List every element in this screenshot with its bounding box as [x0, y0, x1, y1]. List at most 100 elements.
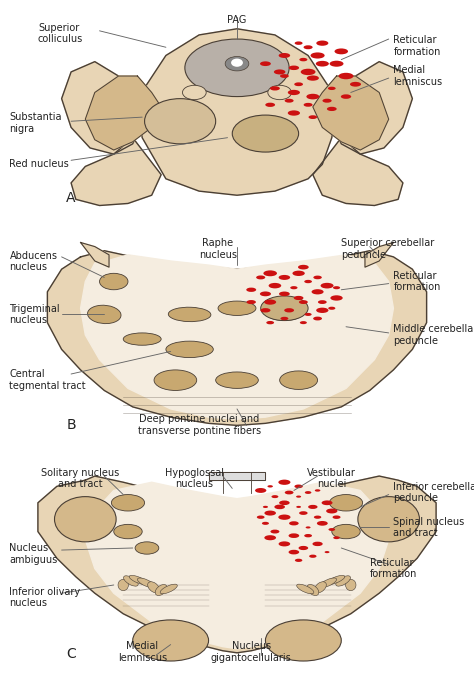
Circle shape	[305, 313, 311, 316]
Ellipse shape	[280, 371, 318, 389]
Polygon shape	[81, 242, 109, 267]
Text: Trigeminal
nucleus: Trigeminal nucleus	[9, 303, 60, 325]
Text: Red nucleus: Red nucleus	[9, 160, 69, 169]
Circle shape	[289, 521, 299, 525]
Text: Superior
colliculus: Superior colliculus	[38, 23, 83, 45]
Circle shape	[341, 95, 351, 99]
Ellipse shape	[332, 525, 360, 538]
Ellipse shape	[261, 296, 308, 321]
Circle shape	[318, 300, 327, 304]
Circle shape	[279, 541, 290, 547]
Circle shape	[289, 66, 299, 70]
Ellipse shape	[265, 620, 341, 661]
Ellipse shape	[232, 115, 299, 152]
Circle shape	[246, 288, 256, 292]
Circle shape	[320, 283, 334, 288]
Circle shape	[311, 289, 324, 295]
Polygon shape	[365, 242, 393, 267]
Ellipse shape	[145, 99, 216, 144]
Ellipse shape	[182, 86, 206, 100]
Circle shape	[299, 511, 308, 515]
Circle shape	[316, 308, 328, 313]
Ellipse shape	[297, 584, 314, 594]
Ellipse shape	[166, 341, 213, 358]
Circle shape	[308, 505, 318, 509]
Circle shape	[295, 41, 302, 45]
Text: Raphe
nucleus: Raphe nucleus	[199, 238, 237, 260]
Circle shape	[338, 73, 354, 79]
Circle shape	[333, 515, 340, 519]
Circle shape	[274, 69, 285, 75]
Text: Solitary nucleus
and tract: Solitary nucleus and tract	[41, 468, 120, 490]
Circle shape	[327, 107, 337, 111]
Circle shape	[299, 546, 308, 550]
Ellipse shape	[133, 620, 209, 661]
Ellipse shape	[358, 497, 419, 542]
Circle shape	[288, 110, 300, 116]
Circle shape	[267, 485, 273, 488]
Circle shape	[306, 94, 319, 99]
Ellipse shape	[135, 542, 159, 554]
Circle shape	[266, 321, 274, 324]
Circle shape	[316, 40, 328, 46]
Ellipse shape	[129, 575, 147, 584]
Text: Inferior olivary
nucleus: Inferior olivary nucleus	[9, 586, 81, 608]
Circle shape	[315, 489, 320, 492]
Polygon shape	[71, 138, 161, 206]
Ellipse shape	[185, 39, 289, 97]
Text: Medial
lemniscus: Medial lemniscus	[118, 641, 167, 663]
Circle shape	[305, 491, 311, 494]
Circle shape	[264, 510, 276, 516]
Circle shape	[328, 528, 335, 531]
Text: A: A	[66, 192, 76, 206]
Ellipse shape	[154, 370, 197, 390]
Circle shape	[309, 555, 317, 558]
Circle shape	[279, 292, 290, 296]
Circle shape	[290, 286, 298, 289]
Circle shape	[299, 300, 308, 304]
Ellipse shape	[123, 333, 161, 345]
Polygon shape	[332, 62, 412, 154]
Polygon shape	[85, 76, 161, 150]
Text: Hypoglossal
nucleus: Hypoglossal nucleus	[165, 468, 224, 490]
Circle shape	[325, 551, 329, 553]
Circle shape	[281, 316, 288, 321]
Ellipse shape	[148, 582, 159, 593]
Circle shape	[313, 316, 322, 321]
Circle shape	[260, 62, 271, 66]
Circle shape	[246, 300, 256, 304]
Circle shape	[265, 103, 275, 107]
Circle shape	[292, 271, 305, 276]
Text: Superior cerebellar
peduncle: Superior cerebellar peduncle	[341, 238, 435, 260]
Circle shape	[333, 286, 340, 289]
Ellipse shape	[168, 307, 211, 322]
Ellipse shape	[160, 584, 177, 594]
Circle shape	[294, 296, 303, 300]
Circle shape	[279, 275, 290, 280]
Circle shape	[257, 516, 264, 519]
Circle shape	[304, 280, 312, 283]
Ellipse shape	[329, 495, 363, 511]
Circle shape	[350, 82, 361, 86]
Text: Nucleus
gigantocellularis: Nucleus gigantocellularis	[211, 641, 292, 663]
Ellipse shape	[268, 308, 301, 321]
Circle shape	[256, 275, 265, 279]
Circle shape	[264, 535, 276, 540]
Text: Central
tegmental tract: Central tegmental tract	[9, 369, 86, 391]
Circle shape	[296, 495, 301, 498]
Circle shape	[328, 87, 336, 90]
Polygon shape	[137, 29, 337, 195]
Ellipse shape	[225, 56, 249, 71]
Circle shape	[298, 265, 309, 269]
Circle shape	[295, 559, 302, 562]
Ellipse shape	[346, 580, 356, 590]
Circle shape	[270, 86, 280, 90]
Text: Medial
lemniscus: Medial lemniscus	[393, 65, 443, 87]
Circle shape	[307, 75, 319, 81]
Text: C: C	[66, 647, 76, 661]
Circle shape	[301, 68, 316, 75]
Ellipse shape	[319, 578, 337, 588]
Text: Substantia
nigra: Substantia nigra	[9, 112, 62, 134]
Text: Reticular
formation: Reticular formation	[370, 558, 417, 580]
Text: Spinal nucleus
and tract: Spinal nucleus and tract	[393, 516, 465, 538]
